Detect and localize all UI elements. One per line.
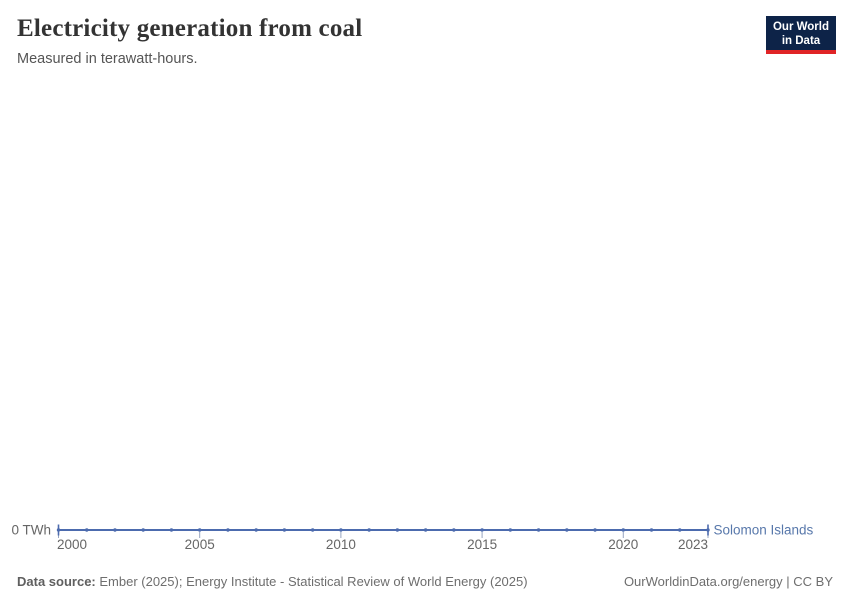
data-point[interactable] <box>423 528 428 532</box>
x-tick-label: 2000 <box>57 537 87 552</box>
data-point[interactable] <box>649 528 654 532</box>
page-subtitle: Measured in terawatt-hours. <box>17 51 198 67</box>
y-tick-label: 0 TWh <box>11 523 51 538</box>
data-point[interactable] <box>565 528 569 532</box>
x-tick-label: 2023 <box>678 537 708 552</box>
data-source-text: Ember (2025); Energy Institute - Statist… <box>95 574 528 589</box>
data-point[interactable] <box>706 528 710 532</box>
data-point[interactable] <box>339 528 343 532</box>
data-point[interactable] <box>593 528 597 532</box>
data-source-note: Data source: Ember (2025); Energy Instit… <box>17 574 528 589</box>
data-point[interactable] <box>141 528 145 532</box>
x-tick-label: 2005 <box>185 537 215 552</box>
data-point[interactable] <box>678 528 682 532</box>
owid-logo[interactable]: Our World in Data <box>766 16 836 54</box>
data-point[interactable] <box>452 528 456 532</box>
data-source-label: Data source: <box>17 574 96 589</box>
data-point[interactable] <box>56 528 61 532</box>
data-point[interactable] <box>113 528 117 532</box>
data-point[interactable] <box>310 528 315 532</box>
entity-label[interactable]: Solomon Islands <box>714 523 814 538</box>
page-title: Electricity generation from coal <box>17 15 363 42</box>
data-point[interactable] <box>367 528 371 532</box>
data-point[interactable] <box>621 528 625 532</box>
data-point[interactable] <box>85 528 89 532</box>
data-point[interactable] <box>536 528 541 532</box>
x-tick-label: 2010 <box>326 537 356 552</box>
owid-logo-line1: Our World <box>772 21 829 33</box>
x-tick-label: 2020 <box>608 537 638 552</box>
data-point[interactable] <box>197 528 202 532</box>
data-point[interactable] <box>395 528 400 532</box>
data-point[interactable] <box>254 528 258 532</box>
data-point[interactable] <box>480 528 484 532</box>
chart-footer: Data source: Ember (2025); Energy Instit… <box>0 574 850 589</box>
data-point[interactable] <box>282 528 287 532</box>
data-point[interactable] <box>169 528 174 532</box>
data-point[interactable] <box>508 528 513 532</box>
data-point[interactable] <box>226 528 230 532</box>
x-tick-label: 2015 <box>467 537 497 552</box>
line-chart-svg[interactable]: 0 TWh 2000 2005 2010 2015 2020 2023 Solomon Isl… <box>0 512 850 560</box>
origin-url[interactable]: OurWorldinData.org/energy | CC BY <box>623 574 833 589</box>
owid-logo-line2: in Data <box>781 34 821 47</box>
chart-plot-area[interactable]: 0 TWh 2000 2005 2010 2015 2020 2023 Solomon Isl… <box>0 512 850 560</box>
